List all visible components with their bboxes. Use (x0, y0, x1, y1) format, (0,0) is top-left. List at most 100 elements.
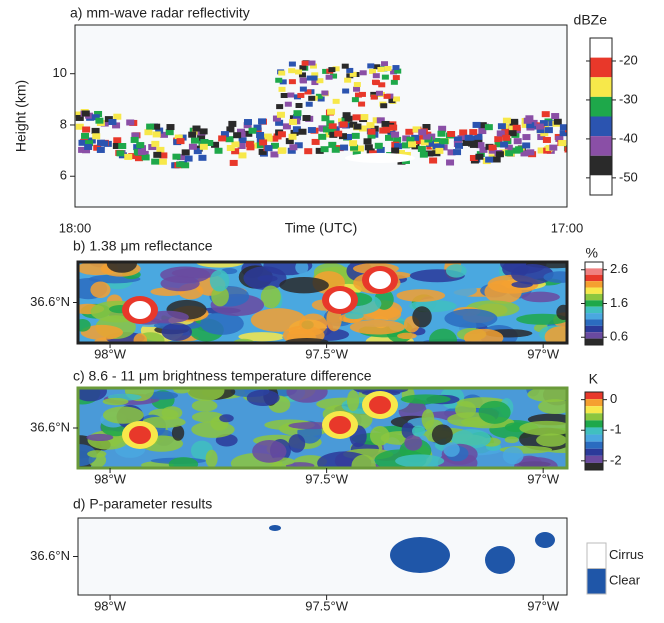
blob (161, 322, 193, 341)
blob (543, 271, 567, 283)
cell (299, 65, 307, 71)
cell (288, 133, 297, 140)
x-tick-label: 98°W (94, 598, 127, 613)
cell (551, 113, 560, 120)
cell (229, 159, 238, 166)
cell (366, 122, 375, 129)
colorbar-band (590, 38, 612, 58)
blob (257, 275, 278, 282)
colorbar-band (585, 281, 603, 288)
cell (137, 148, 146, 155)
cell (92, 133, 101, 140)
cell (278, 70, 286, 76)
colorbar-band (585, 313, 603, 320)
cell (555, 135, 564, 142)
panel-title: a) mm-wave radar reflectivity (70, 5, 250, 21)
colorbar-band (590, 155, 612, 176)
cell (351, 132, 360, 139)
cell (349, 71, 357, 77)
cell (394, 68, 402, 74)
cell (279, 79, 287, 85)
colorbar-band (585, 300, 603, 307)
cell (432, 143, 441, 150)
blob (346, 390, 360, 412)
cell (237, 143, 246, 150)
cell (299, 78, 307, 84)
blob (191, 421, 235, 438)
field (78, 388, 567, 468)
cell (309, 63, 317, 69)
cell (494, 136, 503, 143)
cell (280, 93, 288, 99)
cell (539, 120, 548, 127)
colorbar-band (590, 77, 612, 97)
cell (420, 139, 429, 146)
cell (537, 147, 546, 154)
colorbar-band (585, 462, 603, 470)
cell (81, 110, 90, 117)
cell (81, 132, 90, 139)
x-tick-label: 97°W (527, 471, 560, 486)
cell (184, 155, 193, 162)
blob (90, 281, 111, 298)
cell (264, 135, 273, 142)
blob (246, 389, 280, 407)
blob (404, 435, 423, 451)
cell (372, 73, 380, 79)
cell (299, 86, 307, 92)
cell (464, 134, 473, 141)
blob (252, 440, 287, 463)
blob (397, 332, 417, 340)
cell (367, 132, 376, 139)
cell (393, 136, 402, 143)
blob (502, 447, 524, 465)
blob (205, 449, 218, 468)
cell (341, 63, 349, 69)
blob (451, 429, 491, 449)
cell (302, 115, 311, 122)
cell (192, 128, 201, 135)
cell (288, 79, 296, 85)
colorbar-band (585, 448, 603, 456)
cell (340, 144, 349, 151)
colorbar-tick-label: -50 (619, 169, 638, 184)
cell (447, 131, 456, 138)
cell (128, 153, 137, 160)
cell (328, 128, 337, 135)
legend-label: Clear (609, 573, 641, 588)
cell (321, 90, 329, 96)
blob (429, 328, 458, 343)
cell (156, 146, 165, 153)
cell (258, 118, 267, 125)
cell (479, 146, 488, 153)
cell (294, 142, 303, 149)
cell (231, 148, 240, 155)
colorbar-tick-label: 0 (610, 391, 617, 406)
blob (395, 454, 445, 468)
cell (289, 144, 298, 151)
cell (330, 73, 338, 79)
cell (488, 144, 497, 151)
cell (535, 123, 544, 130)
cell (360, 114, 369, 121)
y-axis-label: Height (km) (13, 80, 29, 152)
cell (155, 127, 164, 134)
cell (408, 141, 417, 148)
cell (523, 117, 532, 124)
y-tick-label: 8 (60, 116, 67, 131)
y-tick-label: 36.6°N (30, 419, 70, 434)
cell (248, 127, 257, 134)
blob (538, 399, 567, 415)
cell (453, 136, 462, 143)
cell (485, 156, 494, 163)
cell (353, 82, 361, 88)
cell (422, 124, 431, 131)
cell (503, 138, 512, 145)
colorbar-band (585, 262, 603, 269)
cell (316, 78, 324, 84)
cell (544, 127, 553, 134)
cell (152, 131, 161, 138)
cell (369, 68, 377, 74)
colorbar-band (585, 338, 603, 345)
blob (78, 318, 91, 332)
